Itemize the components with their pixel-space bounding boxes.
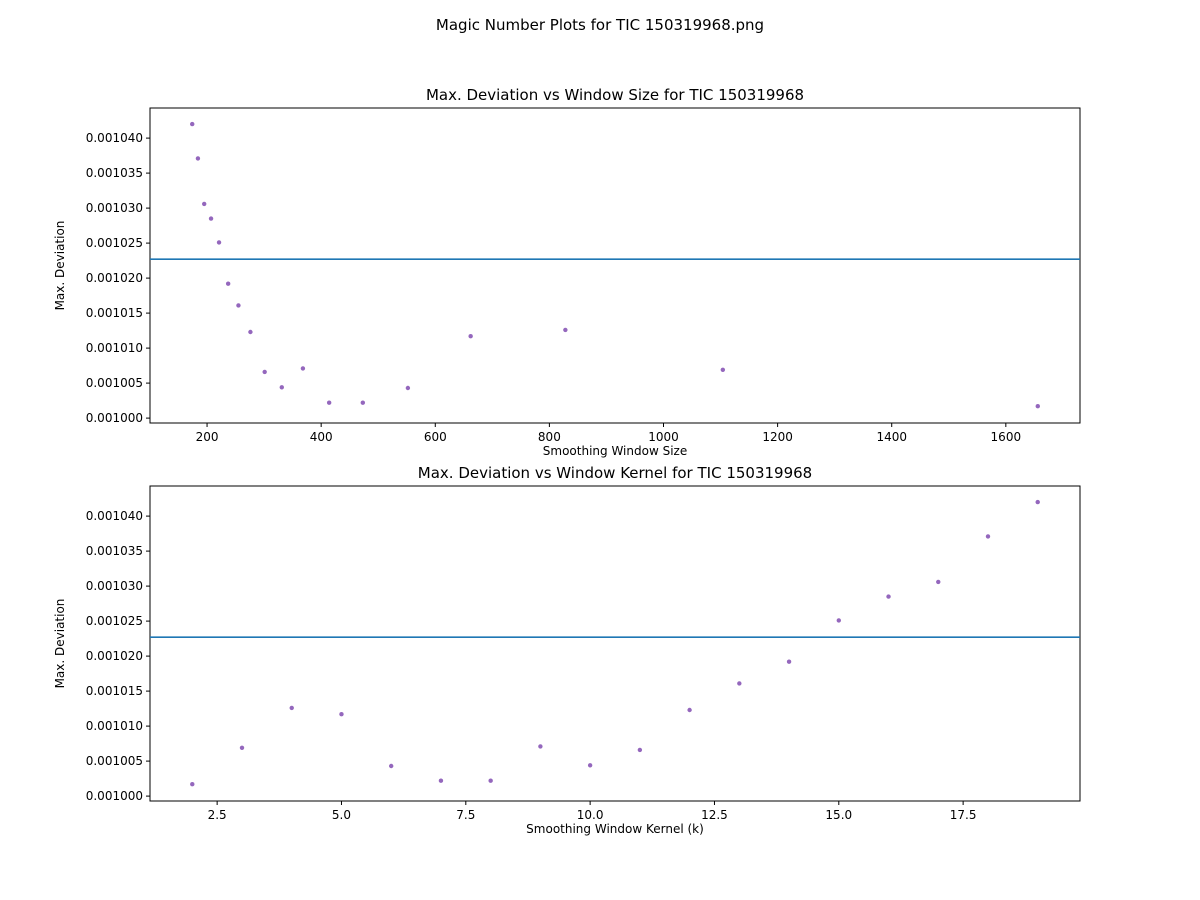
data-point [190,782,195,787]
data-point [239,745,245,750]
y-tick-label: 0.001020 [86,649,143,663]
axes-frame [149,107,1081,424]
y-tick-label: 0.001040 [86,509,143,523]
x-tick-label: 1600 [991,430,1022,444]
y-tick-label: 0.001030 [86,579,143,593]
y-tick-label: 0.001040 [86,131,143,145]
y-tick-label: 0.001000 [86,411,143,425]
data-point [360,400,366,405]
data-point [208,216,214,221]
data-point [786,659,792,664]
plot-panel-window-size: Max. Deviation vs Window Size for TIC 15… [53,86,1081,458]
y-tick-label: 0.001005 [86,754,143,768]
data-point [563,327,568,333]
y-tick-label: 0.001030 [86,201,143,215]
data-point [886,594,891,599]
data-point [637,747,643,753]
y-tick-label: 0.001035 [86,544,143,558]
chart-title: Max. Deviation vs Window Kernel for TIC … [418,464,812,482]
data-point [1035,404,1040,409]
data-point [289,705,294,711]
y-tick-label: 0.001025 [86,614,143,628]
x-tick-label: 7.5 [456,808,475,822]
data-point [687,707,692,713]
axes-frame [149,485,1081,802]
data-point [389,763,394,769]
data-point [339,712,344,717]
y-tick-label: 0.001025 [86,236,143,250]
x-tick-label: 17.5 [950,808,977,822]
y-tick-label: 0.001020 [86,271,143,285]
data-point [587,763,593,768]
data-point [985,534,991,539]
data-point [190,121,195,127]
x-tick-label: 1400 [876,430,907,444]
chart-title: Max. Deviation vs Window Size for TIC 15… [426,86,804,104]
x-tick-label: 1200 [762,430,793,444]
x-tick-label: 12.5 [701,808,728,822]
data-point [248,329,253,335]
data-point [1035,499,1040,505]
x-tick-label: 10.0 [577,808,604,822]
x-axis-label: Smoothing Window Kernel (k) [526,822,704,836]
data-point [195,156,201,161]
data-point [737,681,742,686]
y-tick-label: 0.001005 [86,376,143,390]
data-point [936,579,941,585]
y-axis-label: Max. Deviation [53,221,67,311]
data-point [202,201,207,207]
data-point [468,334,473,339]
figure-suptitle: Magic Number Plots for TIC 150319968.png [436,16,764,34]
data-point [300,366,306,371]
data-point [236,303,241,308]
x-tick-label: 600 [424,430,447,444]
data-point [405,385,411,391]
data-point [225,281,231,286]
plot-panel-window-kernel: Max. Deviation vs Window Kernel for TIC … [53,464,1081,836]
x-axis-label: Smoothing Window Size [543,444,687,458]
data-point [438,778,444,783]
data-point [326,400,332,405]
y-tick-label: 0.001015 [86,306,143,320]
y-tick-label: 0.001000 [86,789,143,803]
y-tick-label: 0.001015 [86,684,143,698]
data-point [262,369,267,375]
x-tick-label: 400 [310,430,333,444]
y-tick-label: 0.001035 [86,166,143,180]
data-point [538,744,543,749]
y-tick-label: 0.001010 [86,719,143,733]
data-point [836,618,841,623]
x-tick-label: 800 [538,430,561,444]
data-point [488,778,493,783]
data-point [720,367,726,372]
x-tick-label: 15.0 [825,808,852,822]
x-tick-label: 200 [196,430,219,444]
y-axis-label: Max. Deviation [53,599,67,689]
data-point [216,240,222,245]
x-tick-label: 5.0 [332,808,351,822]
y-tick-label: 0.001010 [86,341,143,355]
x-tick-label: 2.5 [208,808,227,822]
data-point [279,385,284,390]
x-tick-label: 1000 [648,430,679,444]
